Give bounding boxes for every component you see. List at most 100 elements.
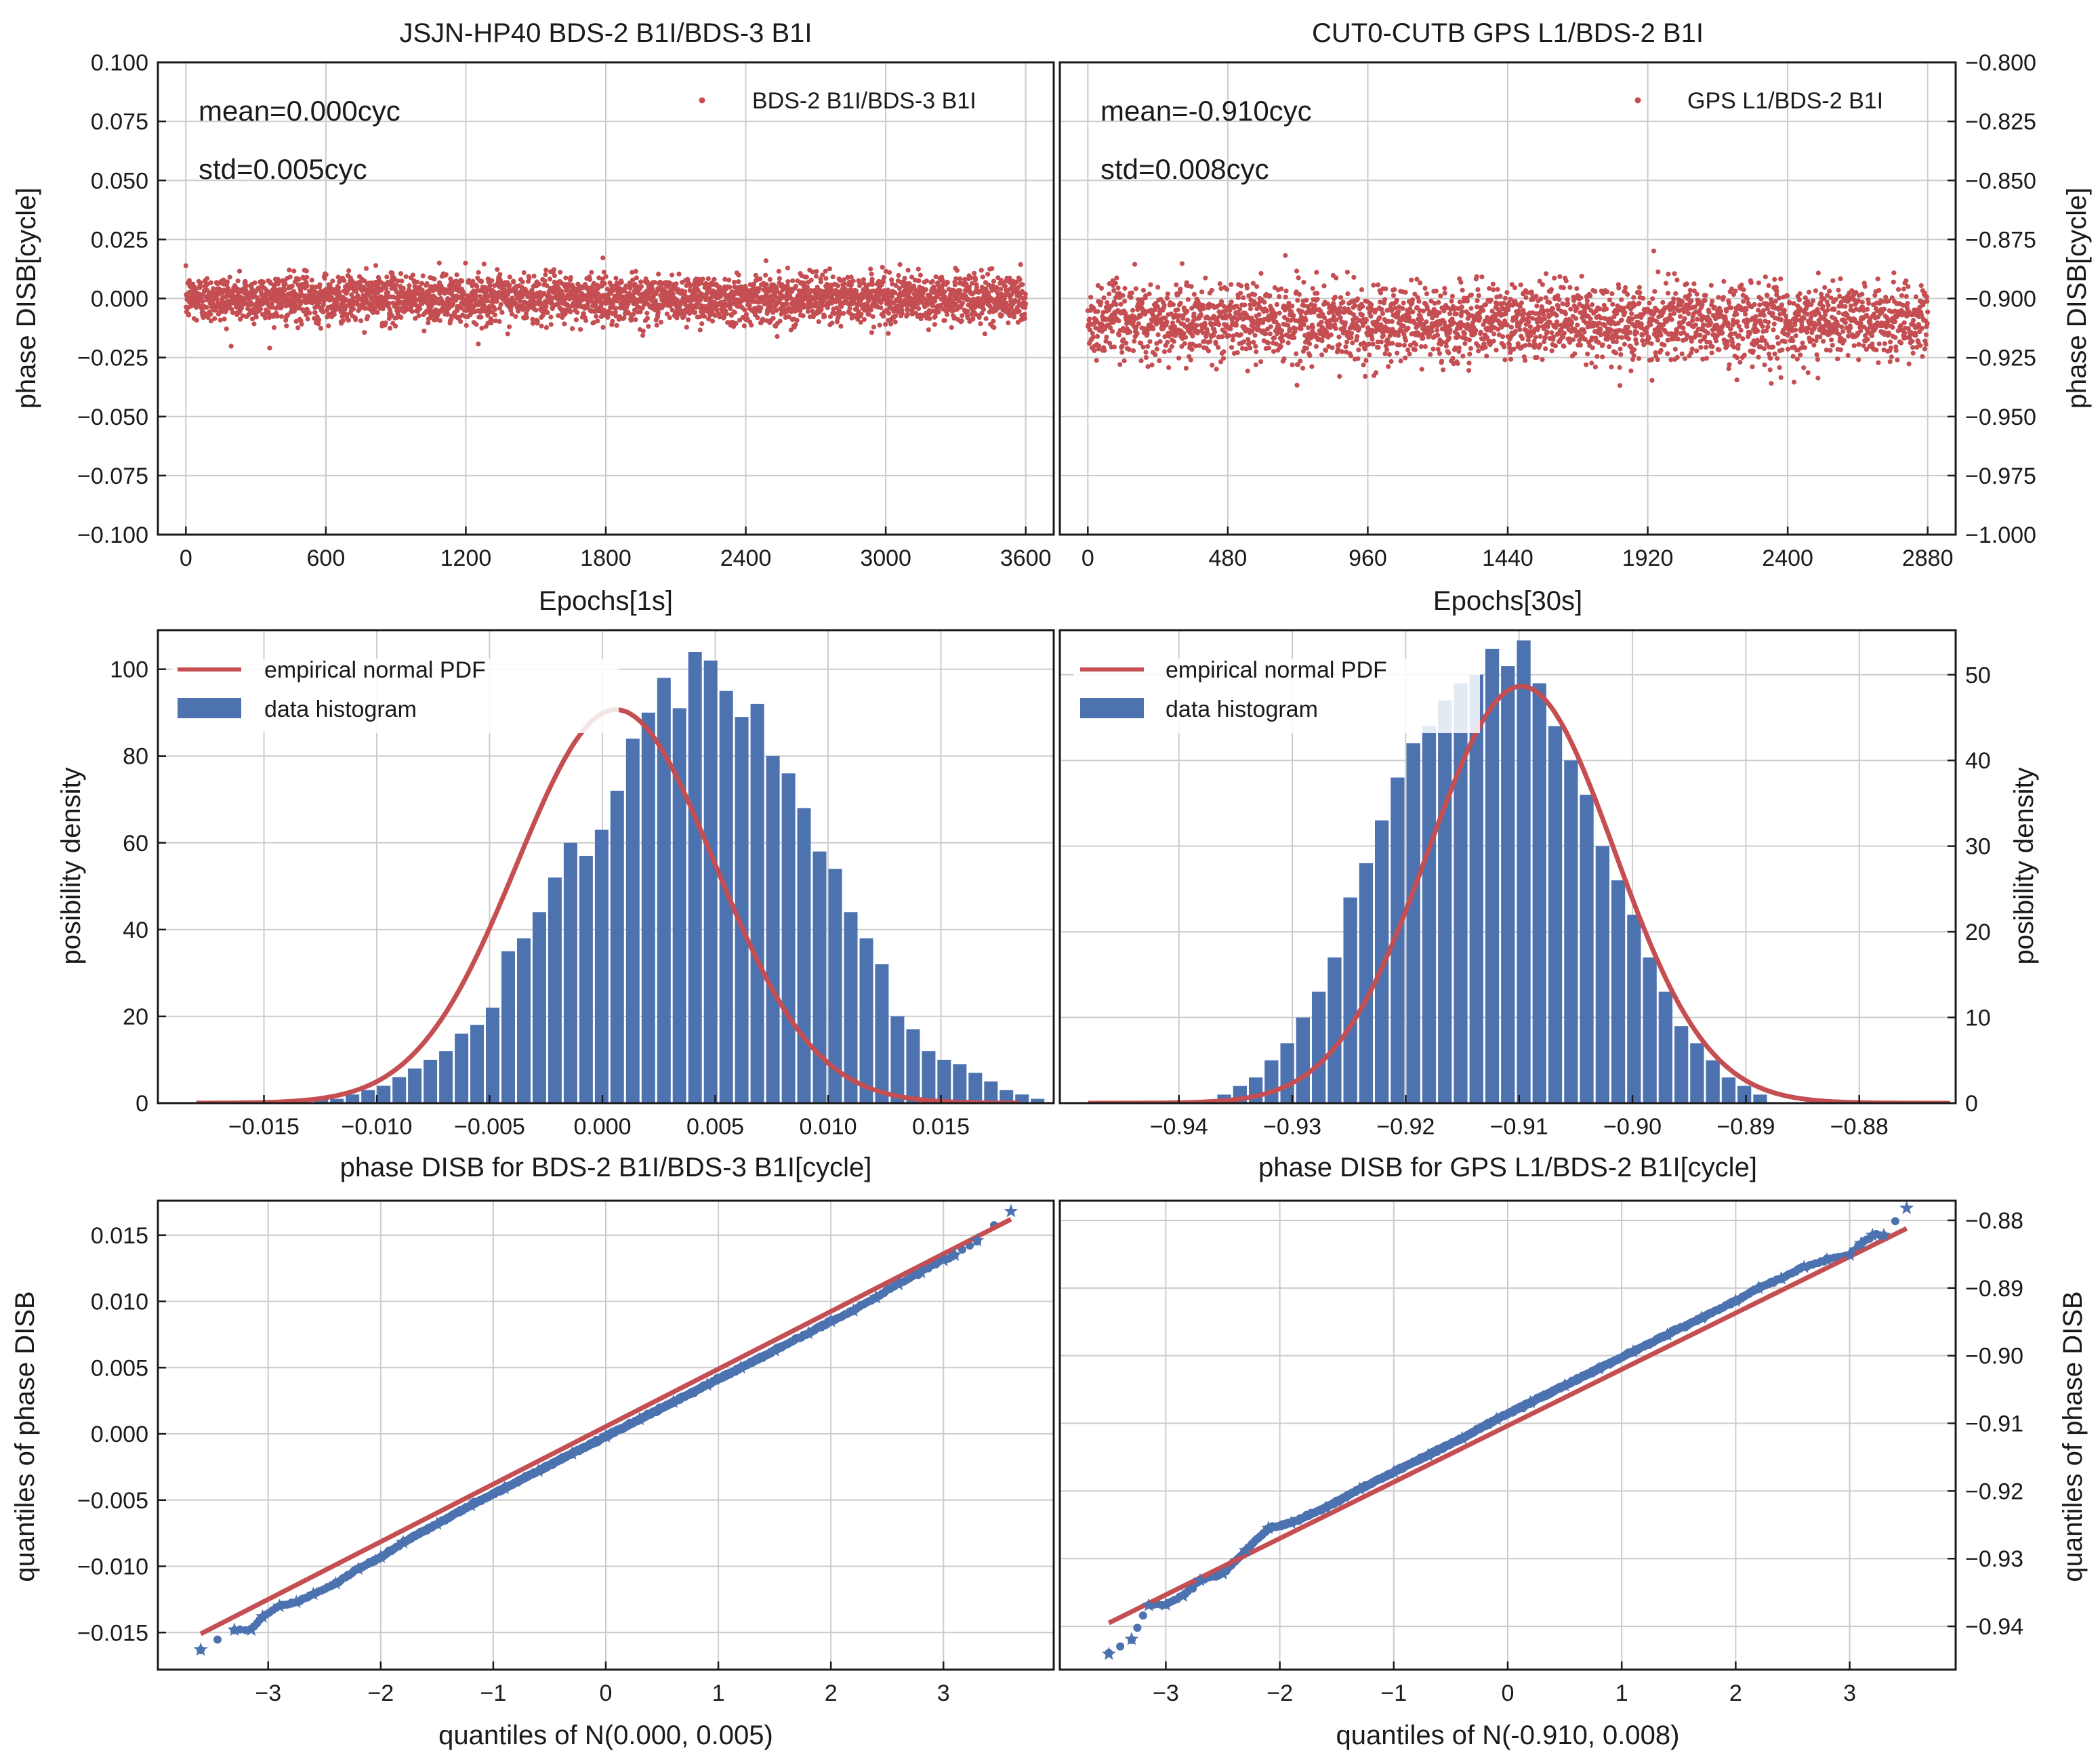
data-point bbox=[1380, 311, 1386, 316]
data-point bbox=[1466, 337, 1472, 343]
data-point bbox=[1355, 334, 1360, 339]
data-point bbox=[421, 328, 427, 333]
data-point bbox=[1376, 344, 1381, 350]
data-point bbox=[644, 310, 650, 316]
data-point bbox=[991, 318, 996, 324]
data-point bbox=[317, 282, 323, 287]
data-point bbox=[395, 278, 400, 284]
data-point bbox=[1468, 292, 1474, 297]
data-point bbox=[912, 304, 918, 310]
data-point bbox=[545, 310, 550, 315]
data-point bbox=[470, 278, 476, 284]
data-point bbox=[877, 323, 882, 328]
data-point bbox=[760, 317, 766, 323]
data-point bbox=[932, 314, 938, 319]
data-point bbox=[1424, 319, 1429, 325]
data-point bbox=[870, 314, 876, 319]
data-point bbox=[556, 301, 562, 306]
data-point bbox=[1208, 339, 1213, 344]
data-point bbox=[1183, 365, 1189, 371]
data-point bbox=[1407, 342, 1413, 348]
data-point bbox=[1337, 306, 1342, 311]
data-point bbox=[1095, 309, 1100, 314]
data-point bbox=[1244, 285, 1250, 291]
data-point bbox=[1153, 352, 1158, 358]
data-point bbox=[1292, 335, 1297, 341]
data-point bbox=[1336, 342, 1342, 348]
data-point bbox=[399, 278, 405, 284]
data-point bbox=[1319, 319, 1324, 325]
data-point bbox=[1339, 349, 1344, 354]
data-point bbox=[1458, 325, 1463, 331]
data-point bbox=[925, 302, 930, 308]
data-point bbox=[1455, 360, 1460, 367]
data-point bbox=[685, 276, 691, 282]
data-point bbox=[1155, 304, 1160, 309]
data-point bbox=[1279, 333, 1285, 339]
data-point bbox=[293, 318, 299, 324]
data-point bbox=[1283, 294, 1288, 300]
std-annotation: std=0.005cyc bbox=[199, 153, 367, 185]
panel-scatter-right: 0 480 960 1440 1920 2400 2880−1.000−0.975−0.95… bbox=[1058, 18, 2092, 616]
data-point bbox=[1338, 295, 1344, 300]
data-point bbox=[623, 283, 629, 289]
data-point bbox=[237, 316, 243, 322]
data-point bbox=[1466, 315, 1471, 321]
data-point bbox=[1416, 299, 1422, 304]
data-point bbox=[1175, 307, 1180, 312]
data-point bbox=[1090, 331, 1095, 336]
data-point bbox=[1172, 324, 1178, 329]
data-point bbox=[980, 274, 985, 280]
data-point bbox=[770, 316, 776, 321]
data-point bbox=[507, 274, 512, 280]
data-point bbox=[384, 286, 389, 291]
data-point bbox=[1294, 351, 1299, 356]
data-point bbox=[1011, 314, 1017, 320]
data-point bbox=[286, 296, 291, 302]
data-point bbox=[1145, 344, 1151, 349]
data-point bbox=[523, 311, 529, 316]
data-point bbox=[1023, 295, 1028, 301]
data-point bbox=[1464, 298, 1470, 304]
data-point bbox=[1154, 346, 1159, 352]
data-point bbox=[800, 313, 806, 318]
data-point bbox=[470, 283, 475, 289]
data-point bbox=[697, 327, 703, 333]
data-point bbox=[258, 306, 264, 312]
data-point bbox=[1351, 312, 1357, 317]
data-point bbox=[1386, 364, 1391, 369]
data-point bbox=[1253, 344, 1258, 349]
data-point bbox=[1263, 331, 1269, 337]
data-point bbox=[776, 268, 781, 274]
data-point bbox=[1415, 295, 1420, 300]
data-point bbox=[1279, 286, 1284, 291]
data-point bbox=[1145, 364, 1151, 369]
data-point bbox=[634, 275, 639, 281]
data-point bbox=[1113, 302, 1119, 307]
data-point bbox=[1403, 355, 1408, 360]
data-point bbox=[1221, 349, 1227, 354]
data-point bbox=[1123, 310, 1128, 316]
data-point bbox=[638, 284, 644, 289]
data-point bbox=[1248, 302, 1253, 308]
data-point bbox=[521, 270, 527, 275]
data-point bbox=[936, 309, 941, 314]
data-point bbox=[230, 292, 235, 297]
data-point bbox=[1193, 343, 1199, 349]
data-point bbox=[1194, 323, 1199, 328]
data-point bbox=[869, 271, 874, 276]
data-point bbox=[1222, 329, 1228, 335]
data-point bbox=[930, 278, 935, 284]
legend-label: BDS-2 B1I/BDS-3 B1I bbox=[752, 88, 976, 114]
data-point bbox=[855, 302, 861, 308]
data-point bbox=[751, 281, 757, 287]
x-tick-label: 1200 bbox=[440, 545, 492, 571]
data-point bbox=[350, 278, 356, 285]
data-point bbox=[1252, 333, 1258, 338]
data-point bbox=[827, 266, 832, 272]
data-point bbox=[701, 314, 707, 319]
data-point bbox=[1344, 339, 1350, 345]
data-point bbox=[733, 321, 739, 327]
data-point bbox=[626, 310, 632, 316]
data-point bbox=[1460, 353, 1466, 359]
